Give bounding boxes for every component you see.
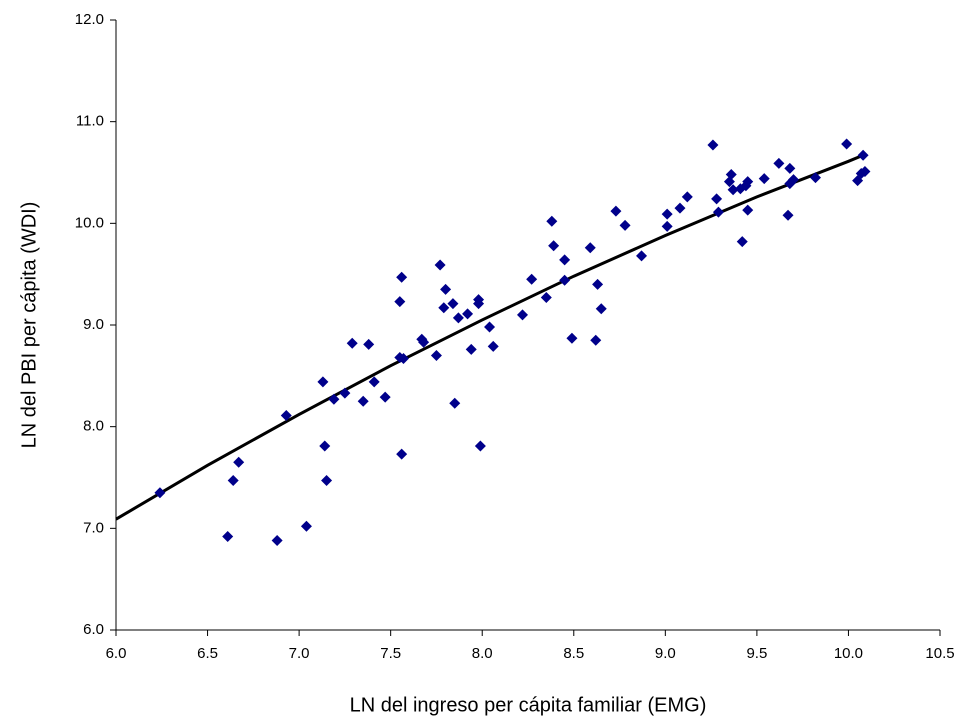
point bbox=[474, 440, 486, 452]
x-tick-label: 7.0 bbox=[289, 645, 310, 662]
point bbox=[773, 157, 785, 169]
point bbox=[636, 250, 648, 262]
point bbox=[681, 191, 693, 203]
point bbox=[430, 350, 442, 361]
point bbox=[742, 204, 754, 216]
point bbox=[465, 343, 477, 355]
point bbox=[841, 138, 853, 150]
point bbox=[222, 530, 234, 542]
point bbox=[559, 274, 571, 286]
point bbox=[396, 448, 408, 460]
point bbox=[727, 184, 739, 196]
point bbox=[590, 334, 602, 346]
y-tick-label: 11.0 bbox=[76, 113, 104, 130]
point bbox=[788, 174, 800, 186]
x-tick-label: 10.5 bbox=[925, 645, 954, 662]
x-tick-label: 7.5 bbox=[380, 645, 401, 662]
point bbox=[712, 206, 724, 218]
x-tick-label: 9.0 bbox=[655, 645, 676, 662]
y-tick-label: 8.0 bbox=[83, 418, 104, 435]
point bbox=[548, 240, 560, 252]
point bbox=[379, 391, 391, 403]
x-tick-label: 6.0 bbox=[106, 645, 127, 662]
point bbox=[300, 520, 312, 532]
point bbox=[280, 409, 292, 421]
point bbox=[394, 296, 406, 308]
point bbox=[452, 312, 464, 324]
point bbox=[540, 292, 552, 304]
point bbox=[725, 169, 737, 181]
point bbox=[707, 139, 719, 151]
point bbox=[610, 205, 622, 217]
point bbox=[584, 242, 596, 254]
point bbox=[782, 209, 794, 221]
point bbox=[857, 149, 869, 161]
point bbox=[484, 321, 496, 333]
point bbox=[674, 202, 686, 214]
point bbox=[809, 172, 821, 184]
point bbox=[526, 273, 538, 285]
point bbox=[319, 440, 331, 452]
point bbox=[517, 309, 529, 321]
y-tick-label: 12.0 bbox=[75, 11, 104, 28]
point bbox=[559, 254, 571, 266]
point bbox=[271, 535, 283, 547]
point bbox=[438, 302, 450, 314]
point bbox=[487, 340, 499, 352]
point bbox=[154, 487, 166, 499]
y-tick-label: 9.0 bbox=[83, 316, 104, 333]
x-tick-label: 9.5 bbox=[746, 645, 767, 662]
point bbox=[859, 165, 871, 177]
point bbox=[736, 236, 748, 248]
point bbox=[418, 336, 430, 348]
y-axis-title: LN del PBI per cápita (WDI) bbox=[18, 202, 40, 449]
point bbox=[449, 397, 461, 409]
x-tick-label: 8.0 bbox=[472, 645, 493, 662]
point bbox=[434, 259, 446, 271]
point bbox=[566, 332, 578, 344]
y-tick-label: 10.0 bbox=[75, 214, 104, 231]
y-tick-label: 7.0 bbox=[83, 519, 104, 536]
point bbox=[396, 271, 408, 283]
point bbox=[346, 337, 358, 349]
point bbox=[784, 162, 796, 174]
point bbox=[595, 303, 607, 315]
point bbox=[368, 376, 380, 388]
x-tick-label: 6.5 bbox=[197, 645, 218, 662]
point bbox=[357, 395, 369, 407]
point bbox=[711, 193, 723, 205]
point bbox=[462, 308, 474, 320]
point bbox=[742, 176, 754, 188]
point bbox=[363, 338, 375, 350]
point bbox=[317, 376, 329, 388]
point bbox=[328, 393, 340, 405]
x-tick-label: 10.0 bbox=[834, 645, 863, 662]
point bbox=[339, 387, 351, 399]
point bbox=[321, 475, 333, 487]
point bbox=[233, 456, 245, 468]
point bbox=[619, 219, 631, 231]
point bbox=[397, 353, 409, 365]
point bbox=[758, 173, 770, 185]
point bbox=[546, 215, 558, 227]
x-axis-title: LN del ingreso per cápita familiar (EMG) bbox=[350, 694, 707, 716]
point bbox=[661, 220, 673, 232]
trend-line bbox=[115, 153, 864, 521]
point bbox=[473, 298, 485, 310]
point bbox=[227, 475, 239, 487]
point bbox=[661, 208, 673, 220]
point bbox=[592, 278, 604, 290]
point bbox=[447, 298, 459, 310]
point bbox=[440, 283, 452, 295]
y-tick-label: 6.0 bbox=[83, 621, 104, 638]
x-tick-label: 8.5 bbox=[563, 645, 584, 662]
